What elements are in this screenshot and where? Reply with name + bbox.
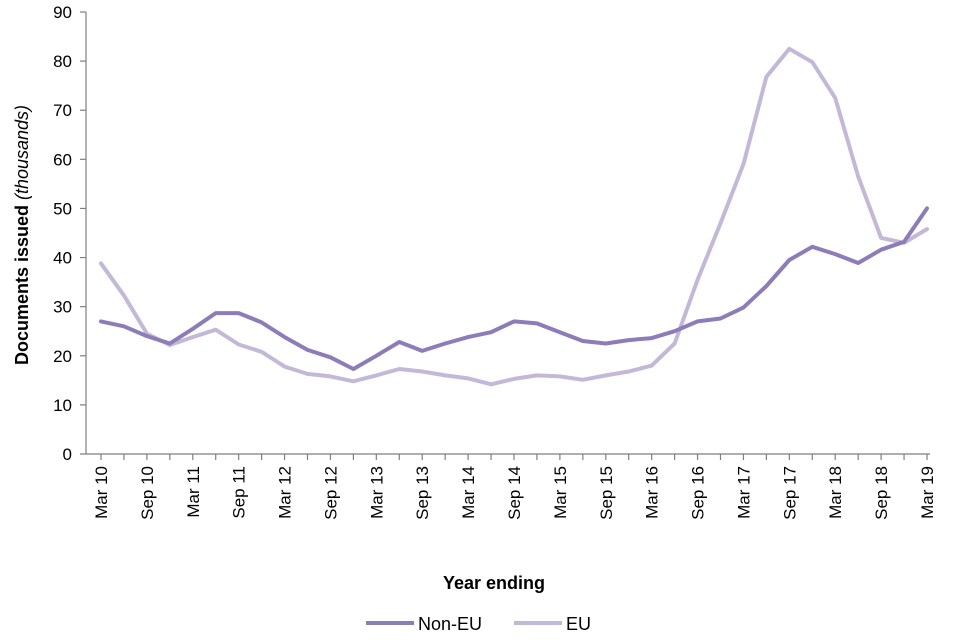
x-tick-label: Sep 18 [872, 466, 891, 520]
y-tick-label: 0 [63, 445, 72, 464]
legend-label: EU [566, 614, 591, 634]
x-tick-label: Mar 11 [184, 466, 203, 518]
y-tick-label: 40 [53, 249, 72, 268]
y-axis: 0 10 20 30 40 50 60 70 80 90 [53, 3, 87, 464]
x-tick-label: Sep 16 [689, 466, 708, 520]
y-axis-title-unit: (thousands) [12, 105, 32, 200]
y-tick-label: 30 [53, 298, 72, 317]
y-axis-title: Documents issued (thousands) [12, 105, 32, 365]
x-tick-label: Mar 14 [459, 466, 478, 519]
y-tick-label: 70 [53, 101, 72, 120]
y-tick-label: 20 [53, 347, 72, 366]
series-line-non-eu [99, 206, 929, 371]
x-axis: Mar 10 Sep 10 Mar 11 Sep 11 Mar 12 Sep 12 Mar … [86, 453, 937, 520]
y-tick-label: 90 [53, 3, 72, 22]
x-tick-label: Mar 19 [918, 466, 937, 519]
x-tick-label: Mar 17 [734, 466, 753, 519]
y-tick-label: 80 [53, 52, 72, 71]
legend: Non-EU EU [366, 614, 591, 634]
x-tick-label: Mar 12 [276, 466, 295, 519]
series-lines [99, 46, 929, 387]
x-tick-label: Mar 13 [367, 466, 386, 519]
x-tick-label: Sep 17 [780, 466, 799, 520]
x-tick-label: Sep 12 [321, 466, 340, 520]
y-tick-label: 50 [53, 199, 72, 218]
x-tick-label: Sep 10 [138, 466, 157, 520]
series-line-eu [99, 46, 929, 387]
legend-label: Non-EU [418, 614, 482, 634]
x-tick-label: Sep 13 [413, 466, 432, 520]
x-tick-label: Mar 15 [551, 466, 570, 519]
x-tick-label: Sep 14 [505, 466, 524, 520]
x-tick-label: Mar 10 [92, 466, 111, 519]
x-tick-label: Mar 18 [826, 466, 845, 519]
x-tick-label: Sep 11 [230, 466, 249, 519]
y-tick-label: 60 [53, 150, 72, 169]
x-tick-label: Mar 16 [643, 466, 662, 519]
y-tick-label: 10 [53, 396, 72, 415]
x-tick-label: Sep 15 [597, 466, 616, 520]
x-axis-title: Year ending [443, 573, 545, 593]
